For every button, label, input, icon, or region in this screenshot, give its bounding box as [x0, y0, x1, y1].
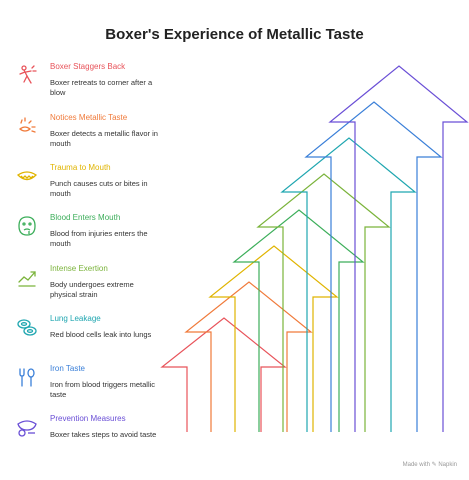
step-label: Prevention Measures [50, 414, 126, 423]
step-arrow-6 [280, 137, 417, 432]
step-7: Iron Taste Iron from blood triggers meta… [14, 362, 164, 412]
step-desc: Punch causes cuts or bites in mouth [50, 179, 148, 198]
step-5: Intense Exertion Body undergoes extreme … [14, 262, 164, 312]
exertion-arrow-icon [18, 271, 36, 287]
step-arrow-2 [184, 281, 313, 432]
step-2: Notices Metallic Taste Boxer detects a m… [14, 111, 164, 161]
step-label: Blood Enters Mouth [50, 213, 121, 222]
staggering-boxer-icon [19, 65, 37, 84]
page-title: Boxer's Experience of Metallic Taste [105, 26, 364, 43]
step-label: Intense Exertion [50, 264, 108, 273]
fork-spoon-icon [19, 368, 35, 387]
step-desc: Body undergoes extreme physical strain [50, 280, 134, 299]
step-label: Trauma to Mouth [50, 163, 111, 172]
step-label: Boxer Staggers Back [50, 62, 126, 71]
step-8: Prevention Measures Boxer takes steps to… [14, 412, 164, 462]
blood-cells-icon [17, 319, 37, 336]
step-6: Lung Leakage Red blood cells leak into l… [14, 312, 164, 362]
step-arrow-4 [232, 209, 365, 432]
footer-credit: Made with ✎ Napkin [402, 462, 457, 468]
step-desc: Boxer takes steps to avoid taste [50, 430, 157, 439]
step-desc: Boxer detects a metallic flavor in mouth [50, 129, 158, 148]
taste-sparkle-icon [18, 117, 36, 133]
step-3: Trauma to Mouth Punch causes cuts or bit… [14, 161, 164, 211]
step-desc: Boxer retreats to corner after a blow [50, 78, 153, 97]
step-desc: Blood from injuries enters the mouth [50, 229, 148, 248]
step-label: Notices Metallic Taste [50, 113, 128, 122]
step-1: Boxer Staggers Back Boxer retreats to co… [14, 60, 164, 110]
step-arrow-1 [160, 317, 287, 432]
step-4: Blood Enters Mouth Blood from injuries e… [14, 211, 164, 261]
step-arrow-5 [256, 173, 391, 432]
step-desc: Red blood cells leak into lungs [50, 330, 152, 339]
step-label: Iron Taste [50, 364, 85, 373]
step-arrow-3 [208, 245, 339, 432]
step-arrow-8 [328, 65, 469, 432]
step-desc: Iron from blood triggers metallic taste [50, 380, 156, 399]
step-arrow-7 [304, 101, 443, 432]
face-blood-icon [18, 216, 36, 236]
mouth-icon [16, 171, 38, 181]
step-label: Lung Leakage [50, 314, 101, 323]
mouthguard-icon [17, 420, 37, 437]
